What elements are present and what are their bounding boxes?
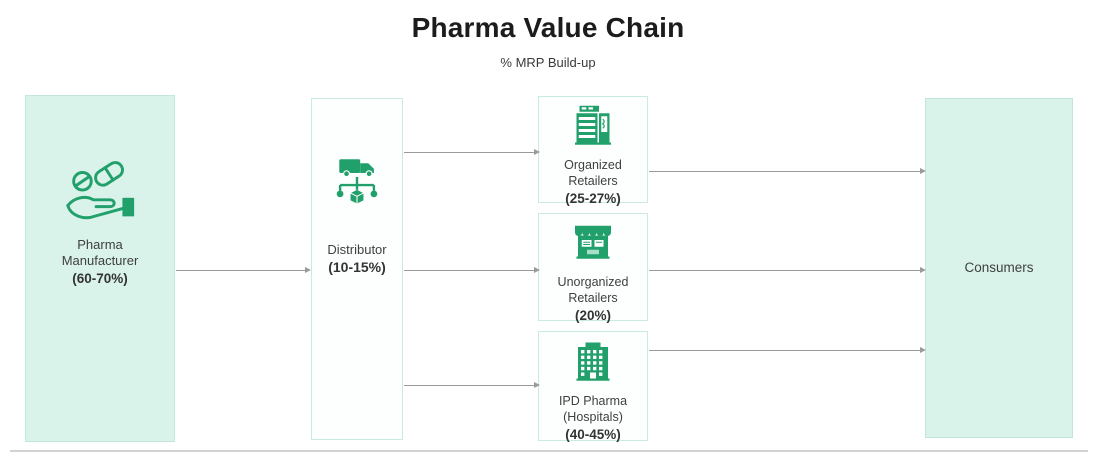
node-label: Consumers (964, 260, 1034, 275)
node-share: (25-27%) (565, 191, 621, 206)
node-label: Organized Retailers (564, 158, 622, 188)
pharmacy-store-icon (569, 103, 617, 154)
page-subtitle: % MRP Build-up (500, 55, 596, 70)
arrow-distributor-to-ipd-pharma (404, 382, 540, 388)
node-organized-retailers: Organized Retailers (25-27%) (538, 96, 648, 206)
node-consumers: Consumers (925, 98, 1073, 438)
node-pharma-manufacturer: Pharma Manufacturer (60-70%) (25, 95, 175, 442)
node-label: Unorganized Retailers (557, 275, 629, 305)
node-share: (20%) (574, 308, 611, 323)
page-title: Pharma Value Chain (411, 12, 685, 43)
node-label: IPD Pharma (Hospitals) (558, 394, 628, 424)
node-share: (60-70%) (72, 271, 128, 286)
node-ipd-pharma: IPD Pharma (Hospitals) (40-45%) (538, 331, 648, 442)
street-shop-icon (569, 220, 617, 271)
arrow-distributor-to-unorganized-retailers (404, 267, 540, 273)
node-distributor: Distributor (10-15%) (311, 98, 403, 440)
node-label: Pharma Manufacturer (61, 237, 139, 268)
arrow-organized-retailers-to-consumers (649, 168, 926, 174)
bottom-divider-line (10, 450, 1088, 452)
node-share: (40-45%) (565, 427, 621, 442)
hospital-building-icon (569, 339, 617, 390)
arrow-manufacturer-to-distributor (176, 267, 311, 273)
arrow-ipd-pharma-to-consumers (649, 347, 926, 353)
hand-holding-pills-icon (61, 158, 139, 229)
truck-distribution-icon (328, 151, 386, 216)
arrow-unorganized-retailers-to-consumers (649, 267, 926, 273)
node-share: (10-15%) (328, 259, 386, 275)
arrow-distributor-to-organized-retailers (404, 149, 540, 155)
node-unorganized-retailers: Unorganized Retailers (20%) (538, 213, 648, 323)
node-label: Distributor (327, 242, 387, 257)
